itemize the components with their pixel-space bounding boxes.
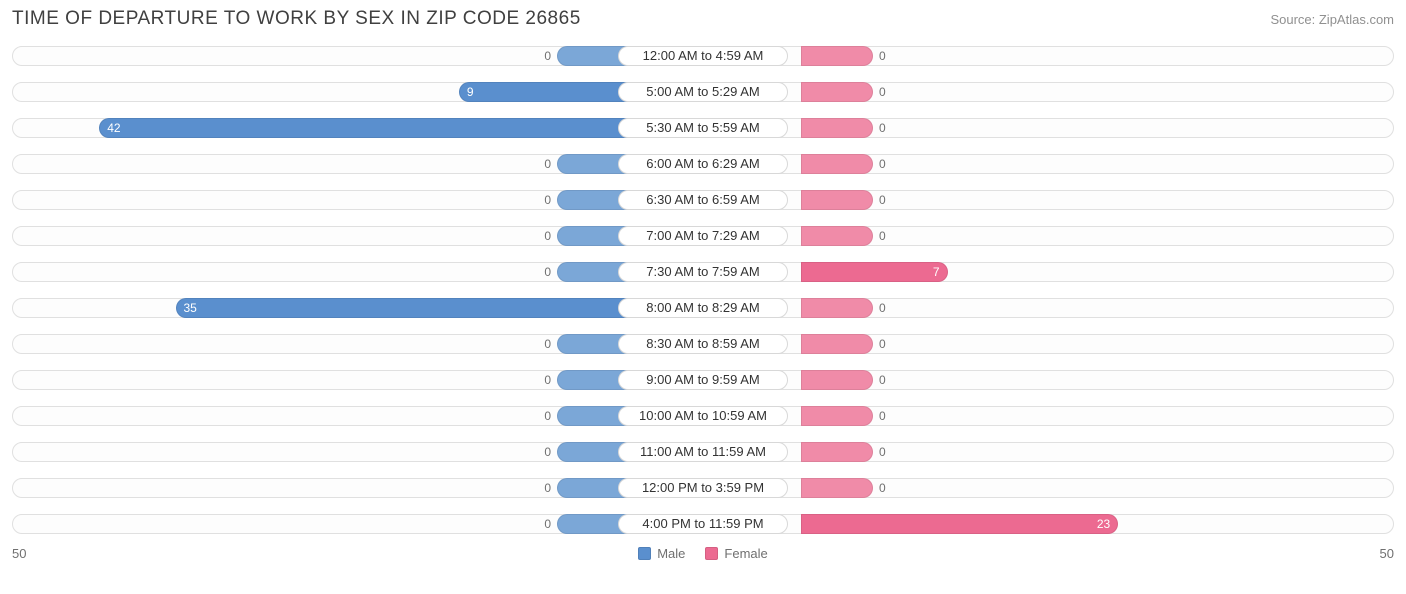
chart-row: 0 7 7:30 AM to 7:59 AM	[12, 256, 1394, 288]
chart-row: 0 0 10:00 AM to 10:59 AM	[12, 400, 1394, 432]
female-bar	[801, 46, 873, 66]
female-value: 0	[873, 82, 903, 102]
male-value: 0	[527, 190, 557, 210]
legend-swatch-female	[705, 547, 718, 560]
row-label: 7:00 AM to 7:29 AM	[618, 226, 788, 246]
axis-max-right: 50	[1380, 546, 1394, 561]
male-value: 0	[527, 154, 557, 174]
chart-row: 0 0 12:00 PM to 3:59 PM	[12, 472, 1394, 504]
female-value: 0	[873, 298, 903, 318]
chart-plot-area: 0 0 12:00 AM to 4:59 AM 9 0 5:00 AM to 5:29 A…	[12, 40, 1394, 540]
row-label: 12:00 AM to 4:59 AM	[618, 46, 788, 66]
female-value: 0	[873, 226, 903, 246]
male-value: 0	[527, 262, 557, 282]
chart-footer: 50 Male Female 50	[12, 546, 1394, 561]
row-label: 6:30 AM to 6:59 AM	[618, 190, 788, 210]
male-value: 0	[527, 226, 557, 246]
male-value: 0	[527, 334, 557, 354]
row-label: 8:00 AM to 8:29 AM	[618, 298, 788, 318]
male-value: 0	[527, 478, 557, 498]
legend-label-female: Female	[724, 546, 767, 561]
female-value: 7	[918, 262, 948, 282]
chart-container: TIME OF DEPARTURE TO WORK BY SEX IN ZIP …	[0, 0, 1406, 569]
male-value: 0	[527, 370, 557, 390]
female-bar	[801, 478, 873, 498]
chart-header: TIME OF DEPARTURE TO WORK BY SEX IN ZIP …	[12, 8, 1394, 30]
male-bar	[99, 118, 629, 138]
row-label: 9:00 AM to 9:59 AM	[618, 370, 788, 390]
row-label: 5:00 AM to 5:29 AM	[618, 82, 788, 102]
male-value: 35	[176, 298, 206, 318]
female-value: 0	[873, 190, 903, 210]
chart-source: Source: ZipAtlas.com	[1270, 12, 1394, 27]
chart-row: 0 0 9:00 AM to 9:59 AM	[12, 364, 1394, 396]
female-value: 0	[873, 334, 903, 354]
chart-row: 9 0 5:00 AM to 5:29 AM	[12, 76, 1394, 108]
row-label: 6:00 AM to 6:29 AM	[618, 154, 788, 174]
chart-row: 0 0 8:30 AM to 8:59 AM	[12, 328, 1394, 360]
row-label: 12:00 PM to 3:59 PM	[618, 478, 788, 498]
legend-item-female: Female	[705, 546, 767, 561]
legend-swatch-male	[638, 547, 651, 560]
female-bar	[801, 190, 873, 210]
female-bar	[801, 82, 873, 102]
female-value: 0	[873, 370, 903, 390]
chart-row: 0 23 4:00 PM to 11:59 PM	[12, 508, 1394, 540]
male-value: 0	[527, 514, 557, 534]
chart-row: 35 0 8:00 AM to 8:29 AM	[12, 292, 1394, 324]
male-bar	[176, 298, 630, 318]
row-label: 10:00 AM to 10:59 AM	[618, 406, 788, 426]
chart-row: 0 0 7:00 AM to 7:29 AM	[12, 220, 1394, 252]
row-label: 5:30 AM to 5:59 AM	[618, 118, 788, 138]
female-bar	[801, 406, 873, 426]
row-label: 11:00 AM to 11:59 AM	[618, 442, 788, 462]
row-label: 8:30 AM to 8:59 AM	[618, 334, 788, 354]
female-bar	[801, 514, 1118, 534]
female-value: 0	[873, 118, 903, 138]
female-bar	[801, 298, 873, 318]
axis-max-left: 50	[12, 546, 26, 561]
female-value: 0	[873, 406, 903, 426]
female-value: 0	[873, 46, 903, 66]
male-value: 9	[459, 82, 489, 102]
male-value: 0	[527, 46, 557, 66]
chart-row: 0 0 6:00 AM to 6:29 AM	[12, 148, 1394, 180]
female-bar	[801, 442, 873, 462]
male-value: 0	[527, 442, 557, 462]
legend-label-male: Male	[657, 546, 685, 561]
female-bar	[801, 226, 873, 246]
female-bar	[801, 370, 873, 390]
female-bar	[801, 334, 873, 354]
female-value: 23	[1088, 514, 1118, 534]
female-value: 0	[873, 442, 903, 462]
chart-title: TIME OF DEPARTURE TO WORK BY SEX IN ZIP …	[12, 8, 581, 30]
legend: Male Female	[638, 546, 768, 561]
row-label: 7:30 AM to 7:59 AM	[618, 262, 788, 282]
female-value: 0	[873, 478, 903, 498]
female-bar	[801, 118, 873, 138]
female-bar	[801, 154, 873, 174]
chart-row: 0 0 11:00 AM to 11:59 AM	[12, 436, 1394, 468]
row-label: 4:00 PM to 11:59 PM	[618, 514, 788, 534]
female-value: 0	[873, 154, 903, 174]
male-value: 0	[527, 406, 557, 426]
chart-row: 0 0 12:00 AM to 4:59 AM	[12, 40, 1394, 72]
male-value: 42	[99, 118, 129, 138]
legend-item-male: Male	[638, 546, 685, 561]
chart-row: 42 0 5:30 AM to 5:59 AM	[12, 112, 1394, 144]
chart-row: 0 0 6:30 AM to 6:59 AM	[12, 184, 1394, 216]
